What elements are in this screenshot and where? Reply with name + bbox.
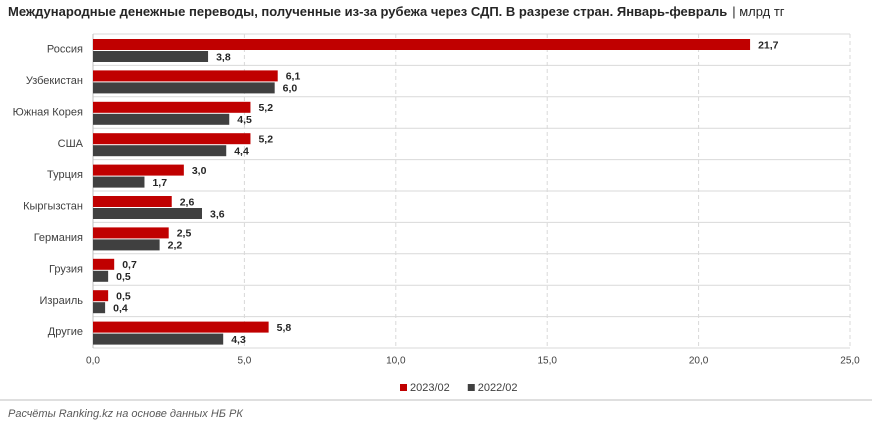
value-label: 5,2 bbox=[258, 133, 273, 145]
value-label: 4,5 bbox=[237, 114, 252, 126]
legend-swatch bbox=[467, 384, 475, 391]
source-note: Расчёты Ranking.kz на основе данных НБ Р… bbox=[8, 408, 243, 420]
bar bbox=[93, 321, 269, 333]
y-tick-label: США bbox=[58, 138, 84, 150]
bar bbox=[93, 290, 109, 302]
y-tick-label: Другие bbox=[48, 326, 83, 338]
y-tick-label: Узбекистан bbox=[26, 75, 83, 87]
value-label: 6,0 bbox=[283, 83, 298, 95]
x-tick-label: 20,0 bbox=[689, 356, 709, 367]
value-label: 5,8 bbox=[277, 322, 292, 334]
title-text: Международные денежные переводы, получен… bbox=[8, 4, 727, 19]
legend-label: 2022/02 bbox=[478, 382, 518, 394]
y-tick-label: Россия bbox=[47, 44, 83, 56]
value-label: 4,4 bbox=[234, 145, 249, 157]
bar bbox=[93, 333, 224, 345]
bar bbox=[93, 133, 251, 145]
value-label: 21,7 bbox=[758, 39, 779, 51]
value-label: 2,6 bbox=[180, 196, 195, 208]
value-label: 4,3 bbox=[231, 334, 246, 346]
bar bbox=[93, 208, 203, 219]
y-tick-label: Турция bbox=[47, 169, 83, 181]
bar bbox=[93, 70, 278, 82]
bar bbox=[93, 113, 230, 125]
bar bbox=[93, 176, 145, 188]
value-label: 0,5 bbox=[116, 290, 131, 302]
y-tick-label: Израиль bbox=[40, 295, 84, 307]
legend-label: 2023/02 bbox=[410, 382, 450, 394]
value-label: 2,2 bbox=[168, 240, 183, 252]
value-label: 5,2 bbox=[258, 102, 273, 114]
bar bbox=[93, 239, 160, 251]
x-tick-label: 5,0 bbox=[237, 356, 251, 367]
bar bbox=[93, 51, 209, 62]
value-label: 3,6 bbox=[210, 208, 225, 220]
value-label: 0,5 bbox=[116, 271, 131, 283]
bar bbox=[93, 145, 227, 157]
chart-title: Международные денежные переводы, получен… bbox=[8, 4, 785, 19]
x-tick-label: 10,0 bbox=[386, 356, 406, 367]
value-label: 2,5 bbox=[177, 228, 192, 240]
bar bbox=[93, 196, 172, 207]
bar bbox=[93, 258, 115, 270]
value-label: 6,1 bbox=[286, 71, 301, 83]
y-tick-label: Грузия bbox=[49, 263, 83, 275]
bar bbox=[93, 270, 109, 282]
unit-text: | млрд тг bbox=[732, 4, 785, 19]
y-tick-label: Южная Корея bbox=[13, 106, 83, 118]
y-tick-label: Германия bbox=[34, 232, 83, 244]
value-label: 0,7 bbox=[122, 259, 137, 271]
bar bbox=[93, 302, 106, 314]
bar bbox=[93, 164, 184, 176]
x-tick-label: 25,0 bbox=[840, 356, 860, 367]
legend-swatch bbox=[400, 384, 407, 391]
value-label: 3,0 bbox=[192, 165, 207, 177]
x-tick-label: 0,0 bbox=[86, 356, 100, 367]
value-label: 0,4 bbox=[113, 302, 128, 314]
x-tick-label: 15,0 bbox=[537, 356, 557, 367]
bar bbox=[93, 101, 251, 113]
value-label: 3,8 bbox=[216, 51, 231, 63]
bar bbox=[93, 227, 169, 239]
bar bbox=[93, 82, 275, 94]
bar bbox=[93, 39, 751, 50]
value-label: 1,7 bbox=[152, 177, 167, 189]
y-tick-label: Кыргызстан bbox=[23, 201, 83, 213]
